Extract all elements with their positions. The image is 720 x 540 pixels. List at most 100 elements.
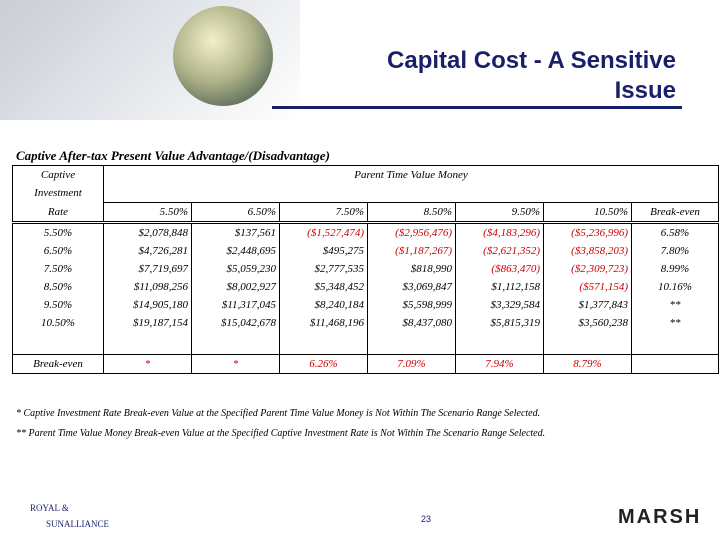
table-cell: $3,560,238 [543, 314, 632, 332]
table-cell: ($5,236,996) [543, 221, 632, 242]
footnote: * Captive Investment Rate Break-even Val… [16, 408, 541, 419]
table-cell: 10.50% [543, 202, 632, 223]
table-cell [367, 332, 456, 354]
table-cell: $2,078,848 [103, 221, 192, 242]
table-cell: $8,240,184 [279, 296, 368, 314]
table-row: 8.50% $11,098,256 $8,002,927 $5,348,452 $3,0… [12, 278, 720, 296]
page-number: 23 [420, 514, 431, 524]
table-cell: $8,002,927 [191, 278, 280, 296]
table-cell: 8.79% [543, 353, 632, 374]
table-cell: $7,719,697 [103, 260, 192, 278]
table-cell: $5,598,999 [367, 296, 456, 314]
table-row: Captive Parent Time Value Money [12, 165, 720, 184]
title-line: Capital Cost - A Sensitive [387, 47, 676, 74]
table-cell: $5,059,230 [191, 260, 280, 278]
table-cell: $11,098,256 [103, 278, 192, 296]
table-cell: ($2,956,476) [367, 221, 456, 242]
logo-text: SUNALLIANCE [46, 519, 109, 529]
table-cell: 8.99% [630, 260, 720, 278]
table-cell: $19,187,154 [103, 314, 192, 332]
table-cell [630, 353, 720, 374]
table-cell: $11,468,196 [279, 314, 368, 332]
table-cell: ** [630, 296, 720, 314]
table-cell: 6.50% [12, 242, 104, 260]
table-row: Break-even * * 6.26% 7.09% 7.94% 8.79% [12, 353, 720, 374]
table-row: 7.50% $7,719,697 $5,059,230 $2,777,535 $818,… [12, 260, 720, 278]
table-cell [543, 332, 632, 354]
table-cell: 9.50% [455, 202, 544, 223]
table-row: 10.50% $19,187,154 $15,042,678 $11,468,196 $… [12, 314, 720, 332]
table-cell: $11,317,045 [191, 296, 280, 314]
table-cell [455, 332, 544, 354]
table-cell: $5,348,452 [279, 278, 368, 296]
table-cell: $495,275 [279, 242, 368, 260]
table-cell: ** [630, 314, 720, 332]
table-cell: ($4,183,296) [455, 221, 544, 242]
table-cell: $1,112,158 [455, 278, 544, 296]
table-cell: 6.58% [630, 221, 720, 242]
logo-text: ROYAL & [30, 503, 69, 513]
table-cell: 7.94% [455, 353, 544, 374]
table-cell: 5.50% [103, 202, 192, 223]
table-cell: 7.09% [367, 353, 456, 374]
table-row: Investment [12, 184, 720, 203]
table-cell: Investment [12, 184, 104, 203]
table-cell: $2,448,695 [191, 242, 280, 260]
table-cell: $2,777,535 [279, 260, 368, 278]
table-cell: 7.50% [12, 260, 104, 278]
table-cell: * [103, 353, 192, 374]
table-cell [103, 332, 192, 354]
data-table: Captive Parent Time Value Money Investment… [12, 165, 720, 374]
table-row: 5.50% $2,078,848 $137,561 ($1,527,474) ($2,9… [12, 221, 720, 242]
table-title: Captive After-tax Present Value Advantag… [16, 148, 330, 163]
table-cell: $5,815,319 [455, 314, 544, 332]
table-cell: ($2,309,723) [543, 260, 632, 278]
table-cell: 7.50% [279, 202, 368, 223]
table-cell: $8,437,080 [367, 314, 456, 332]
table-cell: ($1,187,267) [367, 242, 456, 260]
table-cell: 7.80% [630, 242, 720, 260]
table-cell: Break-even [12, 353, 104, 374]
table-cell: 10.16% [630, 278, 720, 296]
table-row: 9.50% $14,905,180 $11,317,045 $8,240,184 $5,… [12, 296, 720, 314]
table-cell: ($3,858,203) [543, 242, 632, 260]
title-line: Issue [614, 77, 676, 104]
title-rule [272, 106, 682, 109]
table-cell: $818,990 [367, 260, 456, 278]
table-cell: $3,069,847 [367, 278, 456, 296]
table-cell: 5.50% [12, 221, 104, 242]
table-cell [191, 332, 280, 354]
table-cell: ($863,470) [455, 260, 544, 278]
table-cell: ($2,621,352) [455, 242, 544, 260]
table-cell: 6.50% [191, 202, 280, 223]
table-row: Rate 5.50% 6.50% 7.50% 8.50% 9.50% 10.50% Break… [12, 202, 720, 223]
table-cell: Captive [12, 165, 104, 184]
table-cell: 8.50% [12, 278, 104, 296]
table-cell: $137,561 [191, 221, 280, 242]
table-cell: 6.26% [279, 353, 368, 374]
table-cell: $3,329,584 [455, 296, 544, 314]
table-row: 6.50% $4,726,281 $2,448,695 $495,275 ($1,187… [12, 242, 720, 260]
table-cell: ($571,154) [543, 278, 632, 296]
table-cell [630, 332, 720, 354]
table-cell: Break-even [630, 202, 720, 223]
globe-graphic [173, 6, 273, 106]
table-cell: Rate [12, 202, 104, 223]
logo-right: MARSH [618, 506, 702, 528]
table-cell: $4,726,281 [103, 242, 192, 260]
table-cell: Parent Time Value Money [102, 165, 720, 184]
footnote: ** Parent Time Value Money Break-even Va… [16, 428, 546, 439]
table-cell: 8.50% [367, 202, 456, 223]
table-row [12, 332, 720, 354]
logo-left: ROYAL & SUNALLIANCE [30, 500, 109, 532]
table-cell: $15,042,678 [191, 314, 280, 332]
slide-title: Capital Cost - A Sensitive Issue [387, 46, 676, 106]
table-cell: 10.50% [12, 314, 104, 332]
table-cell: $14,905,180 [103, 296, 192, 314]
table-cell: $1,377,843 [543, 296, 632, 314]
table-cell: * [191, 353, 280, 374]
table-cell: ($1,527,474) [279, 221, 368, 242]
table-cell [102, 184, 720, 203]
table-cell: 9.50% [12, 296, 104, 314]
